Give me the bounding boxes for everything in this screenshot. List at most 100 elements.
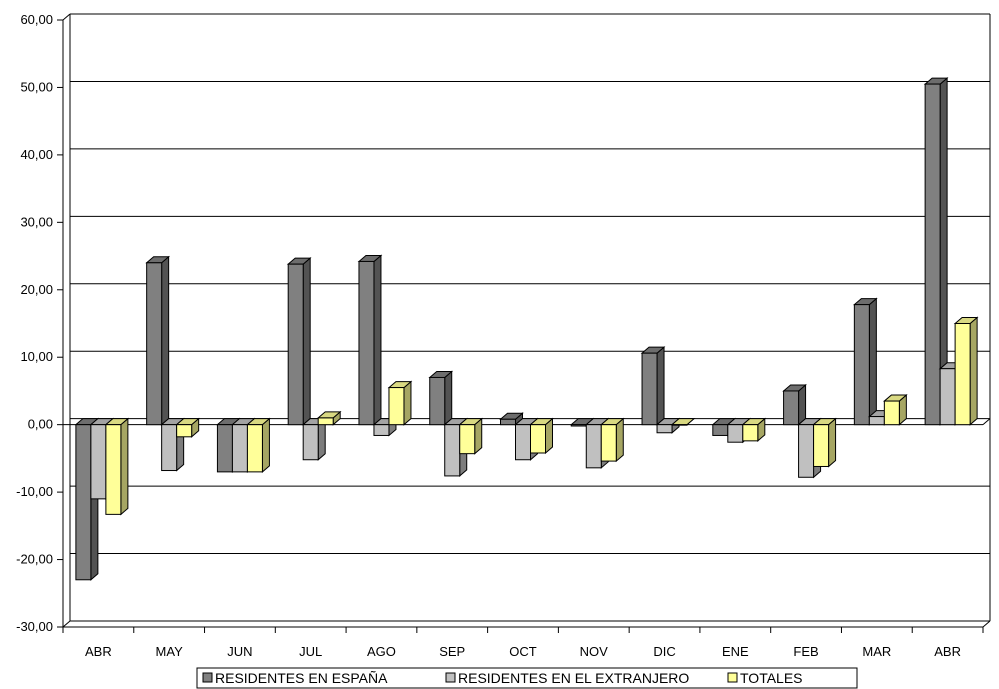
bar-side bbox=[120, 417, 129, 516]
bar-front bbox=[287, 263, 304, 426]
legend-swatch bbox=[202, 672, 213, 683]
y-tick-label: -20,00 bbox=[16, 552, 53, 567]
bar bbox=[246, 417, 271, 473]
y-tick-label: 60,00 bbox=[20, 12, 53, 27]
bar bbox=[953, 316, 979, 426]
bar bbox=[428, 370, 454, 426]
bar bbox=[458, 417, 484, 455]
bar bbox=[499, 412, 524, 426]
bar-front bbox=[444, 424, 461, 477]
bar-front bbox=[868, 416, 885, 426]
x-tick-label: JUL bbox=[299, 644, 322, 659]
y-tick-label: 0,00 bbox=[28, 417, 53, 432]
bar-side bbox=[656, 346, 665, 426]
bar-side bbox=[969, 316, 978, 426]
bar-side bbox=[798, 383, 807, 426]
bar-front bbox=[783, 390, 800, 426]
bar bbox=[882, 393, 908, 426]
x-tick-label: MAR bbox=[862, 644, 891, 659]
bar-front bbox=[176, 424, 193, 438]
x-tick-label: FEB bbox=[793, 644, 818, 659]
bar-front bbox=[600, 424, 617, 462]
bar bbox=[357, 254, 383, 426]
tick-labels: -30,00 -20,00 -10,00 0,00 10,00 20,00 30,00 40,… bbox=[16, 12, 961, 659]
axes bbox=[57, 13, 991, 633]
bar bbox=[782, 383, 807, 426]
x-tick-label: OCT bbox=[509, 644, 537, 659]
x-tick-label: JUN bbox=[227, 644, 252, 659]
bars bbox=[74, 76, 979, 581]
bar-front bbox=[515, 424, 531, 461]
corner-edge bbox=[62, 13, 71, 21]
legend-swatch bbox=[727, 672, 738, 683]
bar-front bbox=[939, 368, 956, 426]
bar-front bbox=[813, 424, 830, 467]
bar bbox=[741, 417, 767, 442]
bar-side bbox=[261, 417, 270, 473]
x-tick-label: ABR bbox=[85, 644, 112, 659]
bar-front bbox=[105, 424, 122, 515]
bar-front bbox=[671, 424, 688, 426]
bar bbox=[145, 255, 171, 426]
bar bbox=[529, 417, 554, 455]
y-tick-label: 50,00 bbox=[20, 79, 53, 94]
bar bbox=[316, 410, 342, 426]
y-tick-label: 10,00 bbox=[20, 349, 53, 364]
x-tick-label: ABR bbox=[934, 644, 961, 659]
bar bbox=[286, 257, 312, 426]
bar-side bbox=[161, 255, 170, 426]
legend-label: RESIDENTES EN ESPAÑA bbox=[215, 670, 388, 686]
legend-box bbox=[196, 667, 858, 689]
bar-front bbox=[302, 424, 319, 461]
bar bbox=[670, 418, 696, 426]
bar-front bbox=[146, 262, 163, 426]
bar-front bbox=[585, 424, 602, 469]
bar-front bbox=[373, 424, 390, 436]
bar-front bbox=[459, 424, 476, 455]
bar-front bbox=[641, 352, 658, 426]
bar bbox=[852, 297, 878, 426]
bar-front bbox=[317, 417, 334, 426]
bar-front bbox=[429, 376, 446, 426]
x-tick-label: DIC bbox=[653, 644, 675, 659]
bar-front bbox=[231, 424, 248, 473]
bar-side bbox=[403, 380, 412, 426]
bar-front bbox=[90, 424, 107, 500]
bar bbox=[923, 76, 949, 426]
y-tick-label: 30,00 bbox=[20, 214, 53, 229]
bar bbox=[104, 417, 130, 516]
legend: RESIDENTES EN ESPAÑA RESIDENTES EN EL EXT… bbox=[196, 667, 858, 689]
x-tick-label: SEP bbox=[439, 644, 465, 659]
bar-front bbox=[570, 424, 587, 427]
bar bbox=[387, 380, 413, 426]
x-tick-label: ENE bbox=[722, 644, 749, 659]
bar-front bbox=[75, 424, 92, 581]
x-tick-label: NOV bbox=[580, 644, 609, 659]
legend-label: RESIDENTES EN EL EXTRANJERO bbox=[458, 670, 689, 686]
bar-side bbox=[868, 297, 877, 426]
bar-front bbox=[742, 424, 759, 442]
x-axis-depth bbox=[982, 620, 991, 628]
bar-side bbox=[444, 370, 453, 426]
bar-front bbox=[656, 424, 673, 434]
bar bbox=[640, 346, 666, 426]
bar-front bbox=[798, 424, 815, 478]
bar-front bbox=[530, 424, 546, 454]
x-tick-label: AGO bbox=[367, 644, 396, 659]
legend-swatch bbox=[445, 672, 456, 683]
bar-front bbox=[161, 424, 178, 472]
y-tick-label: 40,00 bbox=[20, 147, 53, 162]
corner-edge bbox=[62, 620, 71, 628]
bar bbox=[301, 417, 327, 461]
bar-front bbox=[246, 424, 263, 473]
zero-baseline-depth bbox=[982, 418, 991, 426]
bar-front bbox=[216, 424, 233, 473]
bar bbox=[175, 417, 201, 438]
bar-front bbox=[388, 387, 405, 426]
x-tick-label: MAY bbox=[156, 644, 184, 659]
bar-front bbox=[853, 304, 870, 426]
bar-front bbox=[727, 424, 744, 443]
y-tick-label: 20,00 bbox=[20, 282, 53, 297]
